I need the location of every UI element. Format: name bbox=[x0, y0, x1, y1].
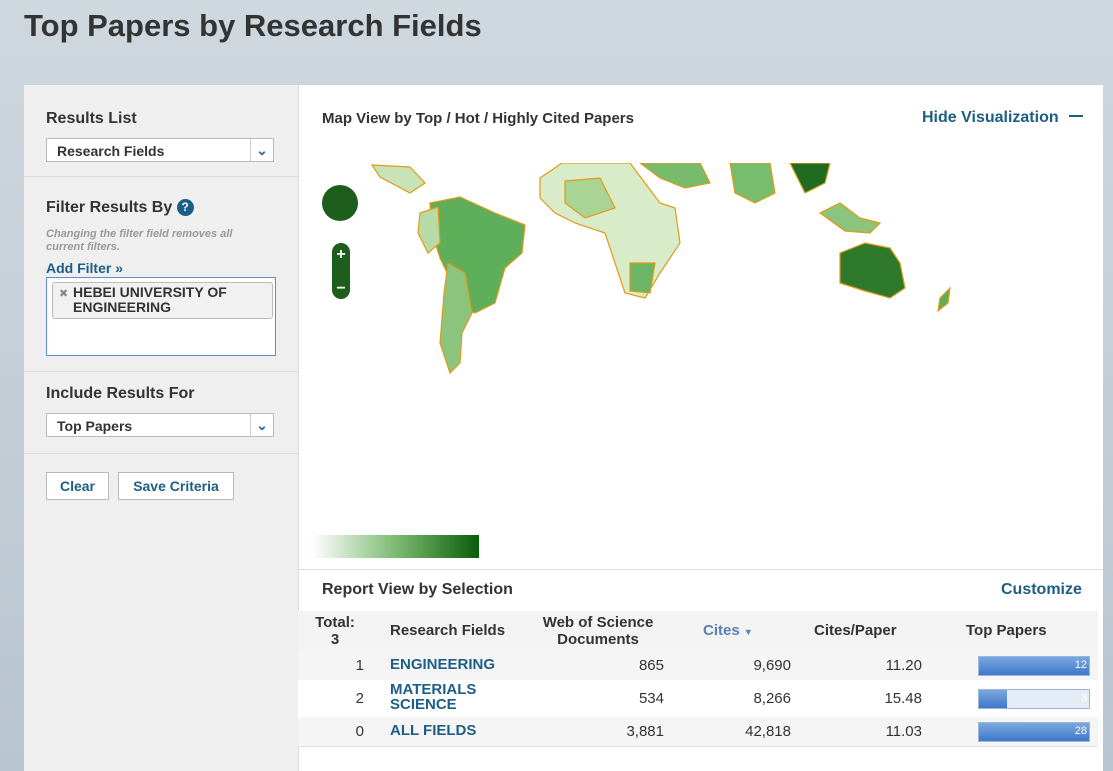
filter-label-text: Filter Results By bbox=[46, 199, 173, 216]
rank: 0 bbox=[355, 723, 364, 740]
column-header: Research Fields bbox=[390, 622, 506, 639]
report-title: Report View by Selection bbox=[322, 581, 513, 598]
dropdown-arrow: ⌄ bbox=[250, 414, 273, 436]
region bbox=[729, 163, 776, 204]
chip-text: HEBEI UNIVERSITY OF ENGINEERING bbox=[73, 284, 227, 315]
region bbox=[370, 164, 426, 194]
region bbox=[639, 163, 711, 189]
top-papers-bar bbox=[979, 656, 1089, 675]
top-papers-label: 3 bbox=[1080, 691, 1087, 704]
selected: Research Fields bbox=[57, 143, 165, 159]
include-select[interactable]: Top Papers ⌄ bbox=[46, 413, 274, 437]
pan-control[interactable] bbox=[322, 185, 358, 221]
documents: 865 bbox=[638, 657, 664, 674]
total: Total: 3 bbox=[312, 614, 358, 648]
top-papers-bar bbox=[979, 689, 1007, 708]
zoom-in[interactable]: + bbox=[336, 246, 345, 263]
documents: 534 bbox=[638, 690, 664, 707]
documents: 3,881 bbox=[626, 723, 664, 740]
results-list-label: Results List bbox=[46, 110, 137, 127]
separator bbox=[24, 176, 298, 177]
region bbox=[789, 163, 831, 194]
top-papers-bar-track: 12 bbox=[978, 655, 1090, 676]
color-legend bbox=[312, 535, 479, 558]
region bbox=[564, 177, 616, 219]
zoom-bar[interactable] bbox=[332, 243, 350, 299]
filter-label: Filter Results By ? bbox=[46, 199, 194, 217]
map-title: Map View by Top / Hot / Highly Cited Pap… bbox=[322, 110, 634, 127]
cites: 8,266 bbox=[753, 690, 791, 707]
column-header: Web of Science Documents bbox=[542, 614, 654, 648]
separator bbox=[298, 569, 1103, 570]
total-value: 3 bbox=[330, 631, 340, 648]
zoom-control[interactable]: + − bbox=[322, 185, 358, 299]
research-field[interactable]: ALL FIELDS bbox=[390, 722, 477, 739]
top-papers-label: 28 bbox=[1074, 724, 1087, 737]
top-papers-bar-track: 28 bbox=[978, 721, 1090, 742]
region bbox=[629, 262, 656, 294]
results-list-select[interactable]: Research Fields ⌄ bbox=[46, 138, 274, 162]
region bbox=[417, 206, 441, 254]
cites-per-paper: 11.03 bbox=[885, 723, 922, 740]
add-filter[interactable]: Add Filter » bbox=[46, 260, 124, 276]
map: + − bbox=[322, 163, 951, 375]
countries bbox=[370, 163, 951, 375]
region bbox=[818, 202, 882, 234]
top-papers-bar-track: 3 bbox=[978, 688, 1090, 709]
separator bbox=[24, 453, 298, 454]
cites: 9,690 bbox=[753, 657, 791, 674]
research-field[interactable]: MATERIALS SCIENCE bbox=[390, 681, 477, 713]
rank: 2 bbox=[355, 690, 364, 707]
minus-icon bbox=[1069, 115, 1084, 117]
table-row: 1 ENGINEERING 865 9,690 11.20 12 bbox=[298, 651, 1098, 681]
sort-arrow: ▼ bbox=[743, 627, 753, 637]
cites-per-paper: 11.20 bbox=[885, 657, 922, 674]
zoom-out[interactable]: − bbox=[336, 280, 345, 297]
hide-visualization[interactable]: Hide Visualization bbox=[922, 109, 1084, 127]
column-header[interactable]: Cites ▼ bbox=[703, 622, 753, 641]
column-header: Cites/Paper bbox=[814, 622, 897, 639]
top-papers-label: 12 bbox=[1074, 658, 1087, 671]
cites-header: Cites bbox=[703, 622, 740, 639]
sidebar: Results List Research Fields ⌄ Filter Res… bbox=[24, 85, 299, 771]
save-criteria-button[interactable]: Save Criteria bbox=[118, 472, 234, 500]
chip-remove[interactable]: ✖ bbox=[59, 288, 69, 300]
clear-button[interactable]: Clear bbox=[46, 472, 109, 500]
filter-box[interactable]: ✖ HEBEI UNIVERSITY OF ENGINEERING bbox=[46, 277, 276, 356]
total-label: Total: bbox=[315, 614, 355, 631]
region bbox=[439, 262, 473, 375]
region bbox=[839, 242, 906, 299]
separator bbox=[24, 371, 298, 372]
customize[interactable]: Customize bbox=[1001, 581, 1082, 598]
filter-note: Changing the filter field removes all cu… bbox=[46, 228, 233, 253]
region bbox=[937, 286, 951, 313]
table-header: Total: 3 Research Fields Web of Science D… bbox=[298, 611, 1098, 651]
selected: Top Papers bbox=[57, 418, 133, 434]
include-label: Include Results For bbox=[46, 385, 195, 402]
cites-per-paper: 15.48 bbox=[884, 690, 922, 707]
help-icon[interactable]: ? bbox=[176, 199, 194, 216]
region bbox=[539, 163, 681, 299]
dropdown-arrow: ⌄ bbox=[250, 139, 273, 161]
rank: 1 bbox=[355, 657, 364, 674]
filter-chip: ✖ HEBEI UNIVERSITY OF ENGINEERING bbox=[52, 282, 273, 319]
top-papers-bar bbox=[979, 722, 1089, 741]
table-row: 0 ALL FIELDS 3,881 42,818 11.03 28 bbox=[298, 717, 1098, 747]
page-title: Top Papers by Research Fields bbox=[24, 8, 482, 43]
column-header: Top Papers bbox=[966, 622, 1047, 639]
research-field[interactable]: ENGINEERING bbox=[390, 656, 496, 673]
panel: Results List Research Fields ⌄ Filter Res… bbox=[24, 85, 1103, 771]
cites: 42,818 bbox=[745, 723, 791, 740]
table-row: 2 MATERIALS SCIENCE 534 8,266 15.48 3 bbox=[298, 680, 1098, 718]
hide-text: Hide Visualization bbox=[922, 109, 1059, 126]
